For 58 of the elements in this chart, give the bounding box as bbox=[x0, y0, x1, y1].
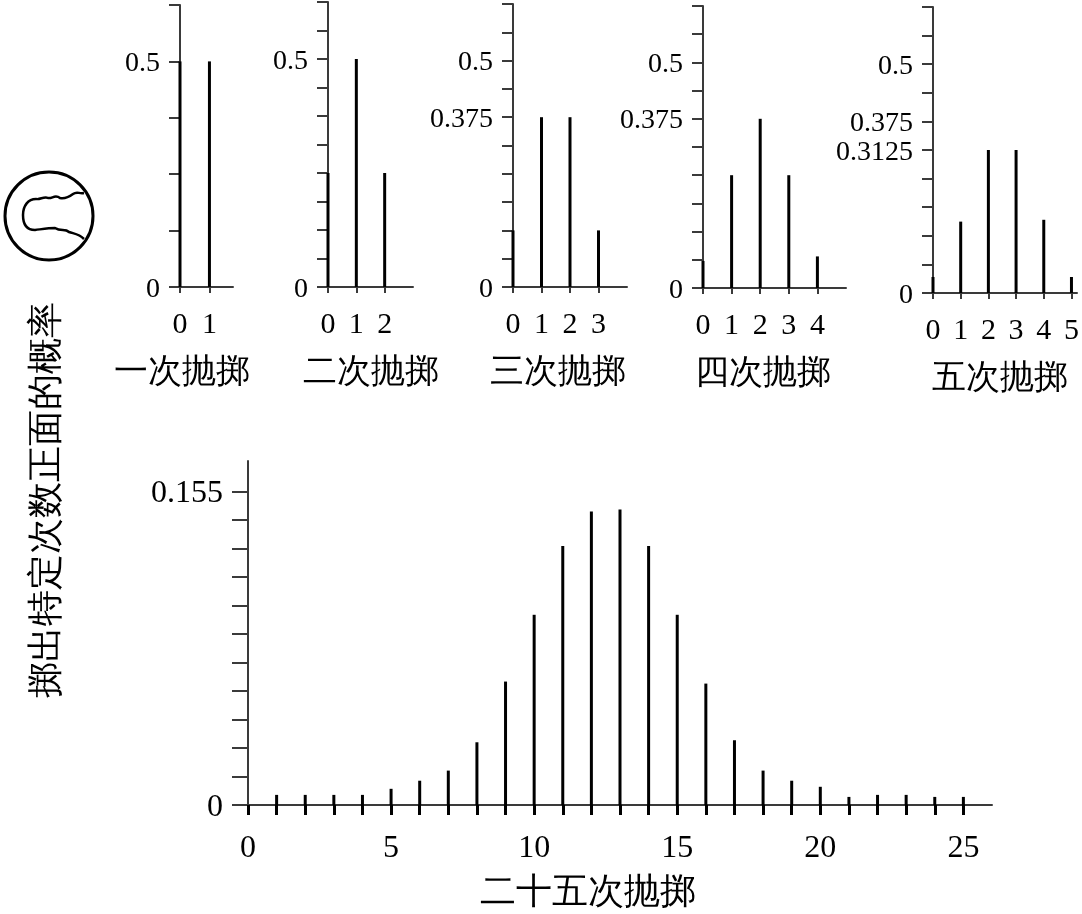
y-tick-label: 0.5 bbox=[273, 43, 308, 75]
x-axis-title: 四次抛掷 bbox=[694, 352, 831, 390]
x-tick-label: 0 bbox=[320, 305, 336, 339]
x-tick-label: 4 bbox=[809, 306, 825, 340]
x-tick-label: 1 bbox=[724, 306, 740, 340]
x-tick-label: 3 bbox=[591, 305, 606, 339]
y-tick-label: 0 bbox=[899, 277, 913, 309]
x-tick-label: 20 bbox=[804, 828, 837, 864]
x-tick-label: 0 bbox=[240, 828, 256, 864]
bar bbox=[1069, 276, 1073, 293]
x-tick-label: 2 bbox=[562, 305, 578, 339]
x-tick-label: 2 bbox=[980, 311, 996, 345]
x-axis-title: 二次抛掷 bbox=[302, 351, 439, 389]
x-tick-label: 15 bbox=[661, 828, 694, 864]
y-axis-title: 掷出特定次数正面的概率 bbox=[25, 302, 65, 698]
x-tick-label: 0 bbox=[172, 305, 188, 339]
y-tick-label: 0 bbox=[146, 271, 160, 303]
x-axis-title: 三次抛掷 bbox=[490, 351, 626, 389]
x-tick-label: 10 bbox=[518, 828, 551, 864]
y-tick-label: 0.5 bbox=[458, 45, 493, 77]
y-tick-label: 0.375 bbox=[620, 103, 683, 135]
x-tick-label: 3 bbox=[1008, 311, 1024, 345]
bar bbox=[1042, 219, 1046, 293]
y-tick-label: 0 bbox=[479, 271, 493, 303]
y-tick-label: 0.375 bbox=[850, 105, 913, 137]
bar bbox=[758, 118, 762, 288]
x-tick-label: 4 bbox=[1036, 311, 1052, 345]
y-tick-label: 0.3125 bbox=[836, 134, 913, 166]
bar bbox=[931, 276, 935, 293]
bar bbox=[986, 150, 990, 293]
x-tick-label: 0 bbox=[695, 306, 711, 340]
y-tick-label: 0.5 bbox=[125, 45, 160, 77]
bar bbox=[701, 260, 705, 288]
x-axis-title: 二十五次抛掷 bbox=[480, 871, 696, 911]
bar bbox=[815, 256, 819, 288]
x-tick-label: 1 bbox=[953, 311, 969, 345]
bar bbox=[959, 221, 963, 293]
y-tick-label: 0.155 bbox=[151, 473, 223, 510]
x-tick-label: 1 bbox=[201, 305, 217, 339]
x-tick-label: 5 bbox=[1063, 311, 1079, 345]
x-tick-label: 25 bbox=[947, 828, 980, 864]
bar bbox=[1014, 150, 1018, 293]
x-tick-label: 0 bbox=[925, 311, 941, 345]
x-tick-label: 2 bbox=[752, 306, 768, 340]
bar bbox=[730, 175, 734, 288]
x-tick-label: 1 bbox=[348, 305, 364, 339]
y-tick-label: 0.375 bbox=[430, 101, 493, 133]
x-axis-title: 五次抛掷 bbox=[932, 357, 1068, 395]
bar bbox=[787, 175, 791, 288]
x-tick-label: 5 bbox=[383, 828, 400, 864]
x-axis-title: 一次抛掷 bbox=[113, 351, 250, 389]
y-tick-label: 0.5 bbox=[648, 46, 683, 78]
y-tick-label: 0 bbox=[669, 272, 683, 304]
x-tick-label: 3 bbox=[781, 306, 797, 340]
x-tick-label: 0 bbox=[505, 305, 521, 339]
y-tick-label: 0.5 bbox=[878, 48, 913, 80]
x-tick-label: 1 bbox=[534, 305, 549, 339]
x-tick-label: 2 bbox=[377, 305, 393, 339]
